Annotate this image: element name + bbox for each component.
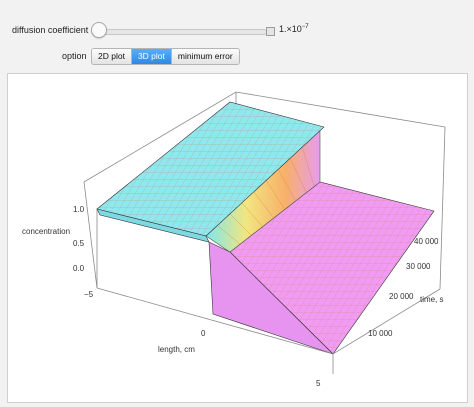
option-minimum-error-button[interactable]: minimum error xyxy=(171,49,239,64)
z-tick-1: 1.0 xyxy=(73,205,85,214)
option-selector: 2D plot 3D plot minimum error xyxy=(91,48,240,65)
slider-expand-icon[interactable] xyxy=(266,27,275,36)
y-axis-label: time, s xyxy=(420,295,444,304)
x-axis-label: length, cm xyxy=(158,345,195,354)
y-tick-30000: 30 000 xyxy=(406,262,431,271)
diffusion-coefficient-slider-thumb[interactable] xyxy=(91,22,107,38)
z-tick-05: 0.5 xyxy=(73,239,85,248)
slider-value: 1.×10−7 xyxy=(279,24,309,34)
z-axis-label: concentration xyxy=(22,227,70,236)
plot-panel: concentration 1.0 0.5 0.0 −5 0 5 length,… xyxy=(7,73,468,403)
plot-box-front xyxy=(96,209,441,374)
x-tick-5: 5 xyxy=(316,379,321,388)
option-label: option xyxy=(62,51,87,61)
x-tick-0: 0 xyxy=(201,329,206,338)
y-tick-20000: 20 000 xyxy=(389,292,414,301)
option-3d-plot-button[interactable]: 3D plot xyxy=(131,49,172,64)
slider-value-base: 1.×10 xyxy=(279,24,302,34)
z-tick-0: 0.0 xyxy=(73,264,85,273)
x-tick-neg5: −5 xyxy=(84,290,94,299)
y-tick-10000: 10 000 xyxy=(368,329,393,338)
y-tick-40000: 40 000 xyxy=(414,237,439,246)
transition-wall-mesh xyxy=(217,145,315,245)
3d-surface-plot: concentration 1.0 0.5 0.0 −5 0 5 length,… xyxy=(22,91,446,388)
high-surface-front-face xyxy=(96,208,210,243)
diffusion-coefficient-slider-track[interactable] xyxy=(95,29,267,35)
diffusion-coefficient-label: diffusion coefficient xyxy=(12,25,89,35)
controls-panel: diffusion coefficient 1.×10−7 option 2D … xyxy=(0,0,474,72)
option-2d-plot-button[interactable]: 2D plot xyxy=(92,49,132,64)
slider-value-exponent: −7 xyxy=(301,24,309,30)
